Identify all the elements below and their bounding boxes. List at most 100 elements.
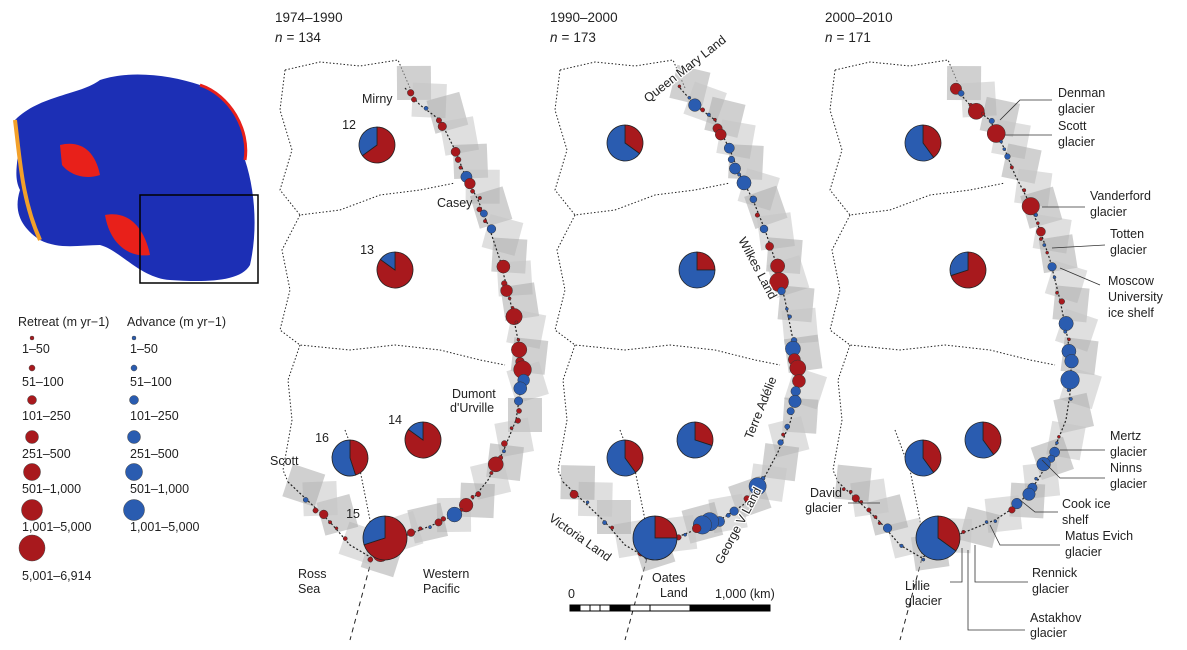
glacier-change (883, 524, 892, 533)
glacier-change (766, 242, 774, 250)
glacier-change (962, 530, 965, 533)
sample-value: 173 (573, 30, 596, 45)
map-panel: 1974–1990 n=134 (275, 10, 549, 640)
glacier-change (715, 129, 726, 140)
glacier-change (586, 501, 589, 504)
inset-map (15, 75, 258, 283)
glacier-change (411, 97, 416, 102)
glacier-change (1053, 276, 1056, 279)
basin-boundary (833, 345, 850, 482)
glacier-change (790, 360, 806, 376)
glacier-change (1034, 213, 1038, 217)
scale-label: 0 (568, 587, 575, 601)
glacier-change (570, 490, 578, 498)
basin-boundary (285, 60, 410, 88)
glacier-change (1048, 262, 1057, 271)
glacier-change (480, 210, 487, 217)
region-number: 16 (315, 431, 329, 445)
glacier-change (987, 124, 1005, 142)
glacier-change (514, 382, 527, 395)
glacier-change (1005, 154, 1011, 160)
glacier-change (713, 118, 716, 121)
legend-symbol (22, 500, 43, 521)
pie-retreat (697, 252, 715, 270)
place-label: Western (423, 567, 469, 581)
place-label: ice shelf (1108, 306, 1154, 320)
glacier-change (451, 147, 460, 156)
place-label: glacier (1058, 135, 1095, 149)
glacier-change (447, 507, 462, 522)
scale-label: 1,000 (km) (715, 587, 775, 601)
legend-symbol (30, 336, 34, 340)
glacier-change (511, 342, 527, 358)
sample-value: 171 (848, 30, 871, 45)
legend-symbol (29, 365, 35, 371)
legend-label: 51–100 (22, 375, 64, 389)
panel-period: 1974–1990 (275, 10, 343, 25)
legend-label: 101–250 (22, 409, 71, 423)
legend-label: 51–100 (130, 375, 172, 389)
glacier-change (1065, 354, 1079, 368)
glacier-change (407, 529, 415, 537)
glacier-change (1046, 251, 1049, 254)
panel-period: 2000–2010 (825, 10, 893, 25)
glacier-change (989, 118, 994, 123)
legend-label: 1,001–5,000 (22, 520, 92, 534)
glacier-change (506, 308, 522, 324)
glacier-change (514, 397, 522, 405)
place-label: glacier (1030, 626, 1067, 640)
basin-boundary (558, 345, 575, 482)
glacier-change (958, 90, 964, 96)
figure: Retreat (m yr−1)Advance (m yr−1)1–5051–1… (0, 0, 1187, 645)
place-label: Land (660, 586, 688, 600)
legend-label: 1–50 (130, 342, 158, 356)
glacier-change (515, 418, 520, 423)
glacier-change (1022, 197, 1039, 214)
place-label: glacier (1110, 445, 1147, 459)
panel-sample-size: n=134 (275, 30, 321, 45)
glacier-change (1010, 166, 1013, 169)
glacier-change (419, 527, 423, 531)
scale-segment (610, 605, 630, 611)
legend-title: Retreat (m yr−1) (18, 315, 109, 329)
glacier-change (755, 213, 759, 217)
glacier-change (487, 225, 496, 234)
glacier-change (726, 513, 730, 517)
glacier-change (1035, 477, 1038, 480)
glacier-change (455, 157, 461, 163)
sample-relation: = (562, 30, 570, 45)
scale-segment (590, 605, 600, 611)
glacier-change (1009, 507, 1016, 514)
glacier-change (488, 457, 503, 472)
glacier-change (1036, 222, 1039, 225)
glacier-change (842, 488, 845, 491)
glacier-change (1067, 389, 1070, 392)
glacier-change (368, 557, 373, 562)
place-label: glacier (1065, 545, 1102, 559)
place-label: Pacific (423, 582, 460, 596)
basin-boundary (350, 558, 372, 640)
glacier-change (689, 99, 702, 112)
glacier-change (1059, 299, 1065, 305)
legend-label: 101–250 (130, 409, 179, 423)
panel-sample-size: n=171 (825, 30, 871, 45)
place-label: Astakhov (1030, 611, 1082, 625)
basin-boundary (835, 60, 960, 88)
glacier-change (788, 315, 792, 319)
scale-segment (650, 605, 690, 611)
glacier-change (313, 508, 318, 513)
glacier-change (490, 471, 494, 475)
place-label: Cook ice (1062, 497, 1111, 511)
glacier-change (1067, 338, 1070, 341)
glacier-change (785, 307, 788, 310)
glacier-change (501, 285, 513, 297)
glacier-change (517, 338, 520, 341)
glacier-change (319, 510, 328, 519)
basin-boundary (280, 215, 505, 365)
legend-symbol (124, 500, 145, 521)
glacier-change (985, 520, 988, 523)
glacier-change (470, 189, 474, 193)
glacier-change (1055, 291, 1058, 294)
glacier-change (692, 524, 701, 533)
panel-period: 1990–2000 (550, 10, 618, 25)
